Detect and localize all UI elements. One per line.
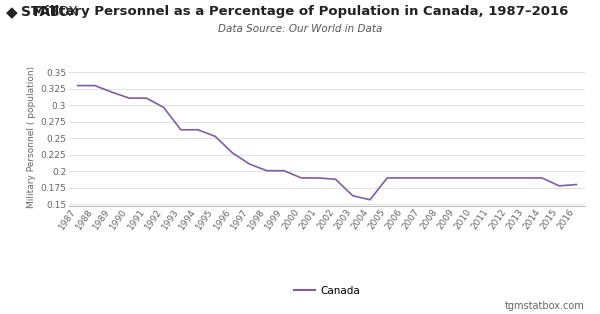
Text: Military Personnel as a Percentage of Population in Canada, 1987–2016: Military Personnel as a Percentage of Po… [32,5,568,18]
Text: Data Source: Our World in Data: Data Source: Our World in Data [218,24,382,34]
Y-axis label: Military Personnel ( population): Military Personnel ( population) [27,66,36,208]
Text: BOX: BOX [49,5,78,19]
Legend: Canada: Canada [290,282,364,300]
Text: ◆: ◆ [6,5,18,20]
Text: tgmstatbox.com: tgmstatbox.com [505,301,585,311]
Text: STAT: STAT [21,5,59,19]
